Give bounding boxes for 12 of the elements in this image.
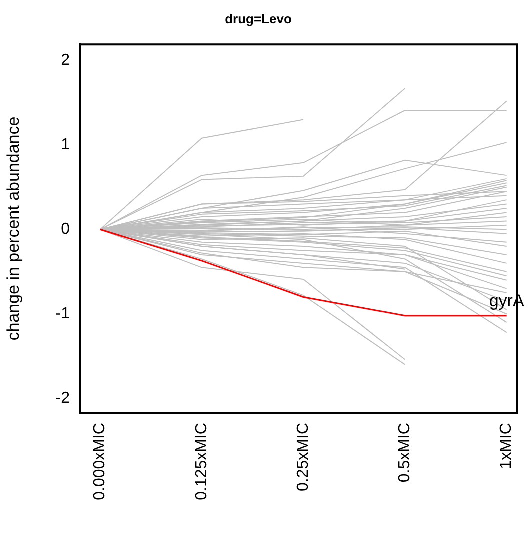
y-tick-label: -2 (56, 390, 70, 408)
y-tick-label: 0 (61, 221, 70, 238)
x-tick-label: 1xMIC (498, 423, 516, 470)
chart-title: drug=Levo (225, 11, 292, 26)
y-tick-label: 2 (61, 52, 70, 70)
y-axis-title: change in percent abundance (4, 116, 23, 341)
x-tick-label: 0.000xMIC (92, 423, 109, 500)
y-tick-label: -1 (56, 306, 70, 323)
x-tick-label: 0.25xMIC (294, 423, 312, 492)
x-tick-label: 0.125xMIC (193, 423, 210, 500)
x-tick-label: 0.5xMIC (396, 423, 414, 483)
y-tick-label: 1 (61, 136, 70, 154)
